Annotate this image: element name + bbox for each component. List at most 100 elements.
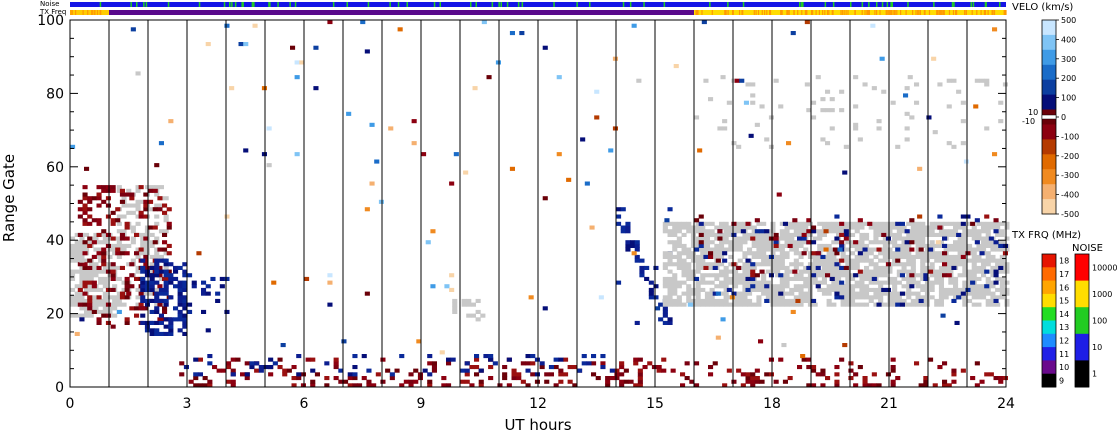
noise-bar-fleck — [475, 2, 477, 7]
data-cell — [197, 372, 203, 377]
data-cell — [352, 365, 358, 370]
data-cell — [182, 317, 188, 322]
data-cell — [768, 273, 774, 278]
data-cell — [157, 284, 163, 289]
txfreq-bar-fleck — [100, 10, 102, 15]
data-cell — [764, 229, 770, 234]
noise-bar-fleck — [832, 2, 835, 7]
data-cell — [733, 229, 739, 234]
data-cell — [651, 365, 657, 370]
data-cell — [948, 291, 954, 296]
data-cell — [957, 291, 963, 296]
data-cell — [843, 232, 849, 237]
data-cell — [904, 240, 910, 245]
data-cell — [770, 258, 776, 263]
data-cell — [737, 295, 743, 300]
data-cell — [906, 295, 912, 300]
data-cell — [995, 221, 1001, 226]
data-cell — [70, 273, 76, 278]
data-cell — [637, 383, 643, 388]
data-cell — [934, 251, 940, 256]
noise-bar-fleck — [886, 2, 889, 7]
txfreq-bar-fleck — [843, 10, 845, 15]
data-cell — [719, 298, 725, 303]
data-cell — [804, 82, 810, 87]
data-cell — [79, 291, 85, 296]
velocity-mid-label: -10 — [1022, 117, 1035, 126]
data-cell — [723, 232, 729, 237]
data-cell — [452, 298, 458, 303]
data-cell — [839, 295, 845, 300]
data-cell — [906, 251, 912, 256]
data-cell — [928, 357, 934, 362]
data-cell — [82, 210, 88, 215]
data-cell — [878, 287, 884, 292]
data-cell — [990, 280, 996, 285]
data-cell — [662, 262, 668, 267]
data-cell — [896, 295, 902, 300]
data-cell — [948, 258, 954, 263]
data-cell — [801, 232, 807, 237]
data-cell — [191, 284, 197, 289]
data-cell — [138, 302, 144, 307]
data-cell — [815, 265, 821, 270]
data-cell — [990, 265, 996, 270]
data-cell — [878, 295, 884, 300]
data-cell — [737, 276, 743, 281]
data-cell — [985, 276, 991, 281]
data-cell — [953, 221, 959, 226]
data-cell — [254, 368, 260, 373]
data-cell — [672, 262, 678, 267]
data-cell — [173, 284, 179, 289]
noise-bar-fleck — [951, 2, 954, 7]
data-cell — [168, 119, 174, 124]
data-cell — [836, 269, 842, 274]
data-cell — [324, 383, 330, 388]
data-cell — [971, 302, 977, 307]
data-cell — [999, 247, 1005, 252]
x-axis-title: UT hours — [504, 416, 571, 434]
velocity-tick-label: 0 — [1061, 113, 1066, 122]
data-cell — [820, 108, 826, 113]
data-cell — [779, 251, 785, 256]
data-cell — [87, 258, 93, 263]
data-cell — [733, 284, 739, 289]
data-cell — [506, 357, 512, 362]
data-cell — [920, 273, 926, 278]
data-cell — [826, 302, 832, 307]
data-cell — [825, 376, 831, 381]
txfreq-bar-fleck — [983, 10, 985, 15]
txfreq-bar-fleck — [854, 10, 856, 15]
data-cell — [929, 225, 935, 230]
data-cell — [163, 269, 169, 274]
data-cell — [704, 273, 710, 278]
data-cell — [98, 247, 104, 252]
data-cell — [839, 265, 845, 270]
data-cell — [116, 188, 122, 193]
data-cell — [773, 243, 779, 248]
data-cell — [605, 383, 611, 388]
data-cell — [999, 287, 1005, 292]
data-cell — [938, 254, 944, 259]
data-cell — [793, 262, 799, 267]
data-cell — [157, 317, 163, 322]
data-cell — [528, 295, 534, 300]
data-cell — [970, 280, 976, 285]
data-cell — [700, 254, 706, 259]
data-cell — [154, 295, 160, 300]
data-cell — [728, 229, 734, 234]
data-cell — [845, 273, 851, 278]
data-cell — [667, 269, 673, 274]
data-cell — [154, 298, 160, 303]
data-cell — [690, 240, 696, 245]
data-cell — [138, 214, 144, 219]
data-cell — [662, 265, 668, 270]
data-cell — [773, 232, 779, 237]
data-cell — [942, 273, 948, 278]
data-cell — [798, 298, 804, 303]
data-cell — [731, 291, 737, 296]
data-cell — [834, 262, 840, 267]
data-cell — [107, 265, 113, 270]
data-cell — [890, 100, 896, 105]
